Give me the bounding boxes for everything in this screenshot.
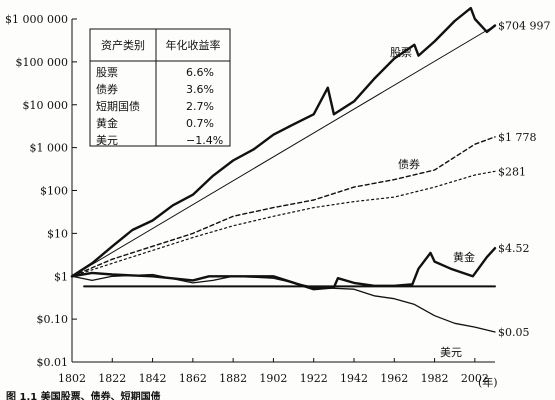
y-tick-group: $1 000 000 $100 000 $10 000 $1 000 $100 $10 $1…: [5, 13, 77, 369]
figure-caption: 图 1.1 美国股票、债券、短期国债: [6, 390, 161, 400]
table-cell-return: 2.7%: [186, 100, 214, 113]
x-tick-label: 1962: [380, 372, 408, 385]
x-tick-label: 1842: [139, 372, 167, 385]
return-table-rows: 股票 6.6% 债券 3.6% 短期国债 2.7% 黄金 0.7% 美元 −1.4%: [96, 66, 223, 147]
x-tick-label: 1802: [58, 372, 86, 385]
series-line-dollar: [71, 273, 496, 333]
series-line-bonds: [71, 136, 496, 277]
table-cell-asset: 债券: [96, 82, 118, 96]
y-tick-label: $1 000 000: [5, 13, 68, 26]
table-cell-return: 3.6%: [186, 83, 214, 96]
y-tick-label: $0.01: [37, 356, 69, 369]
y-tick-label: $0.10: [37, 313, 69, 326]
table-cell-return: −1.4%: [186, 134, 223, 147]
table-cell-asset: 股票: [96, 66, 118, 79]
end-value-label: $281: [498, 165, 526, 178]
table-header-return: 年化收益率: [166, 38, 221, 52]
x-tick-label: 1922: [300, 372, 328, 385]
table-cell-return: 6.6%: [186, 66, 214, 79]
end-label-group: $704 997 $1 778 $281 $4.52 $0.05: [498, 20, 551, 340]
x-tick-label: 2002: [461, 372, 489, 385]
table-header-asset: 资产类别: [101, 38, 145, 52]
series-label-stocks: 股票: [390, 46, 412, 59]
table-cell-return: 0.7%: [186, 117, 214, 130]
x-tick-label: 1882: [219, 372, 247, 385]
series-label-gold: 黄金: [453, 250, 475, 264]
x-tick-label: 1942: [340, 372, 368, 385]
x-tick-label: 1982: [421, 372, 449, 385]
series-line-stocks: [70, 6, 497, 278]
table-cell-asset: 美元: [96, 134, 118, 147]
x-axis-unit: (年): [478, 375, 498, 389]
y-tick-label: $10: [47, 227, 68, 240]
table-cell-asset: 黄金: [96, 116, 118, 130]
x-tick-label: 1902: [259, 372, 287, 385]
end-value-label: $0.05: [498, 326, 530, 339]
y-tick-label: $1 000: [30, 142, 69, 155]
y-tick-label: $1: [54, 270, 68, 283]
end-value-label: $1 778: [498, 131, 537, 144]
x-tick-label: 1862: [179, 372, 207, 385]
x-tick-group: 1802 1822 1842 1862 1882 1902 1922 1942 1962 1982…: [58, 358, 489, 385]
x-tick-label: 1822: [98, 372, 126, 385]
series-line-gold: [70, 247, 497, 291]
series-line-bills: [71, 170, 496, 277]
table-cell-asset: 短期国债: [96, 99, 140, 113]
y-tick-label: $100 000: [16, 56, 69, 69]
end-value-label: $4.52: [498, 242, 530, 255]
series-label-bonds: 债券: [398, 157, 420, 171]
end-value-label: $704 997: [498, 20, 551, 33]
series-label-dollar: 美元: [440, 346, 462, 359]
series-trend-stocks: [71, 25, 496, 277]
series-group: [70, 6, 497, 333]
y-tick-label: $10 000: [23, 99, 69, 112]
return-table: 资产类别 年化收益率 股票 6.6% 债券 3.6% 短期国债 2.7% 黄金 0.7% 美元 −…: [89, 28, 231, 147]
y-tick-label: $100: [40, 185, 68, 198]
return-table-frame: [89, 28, 231, 147]
